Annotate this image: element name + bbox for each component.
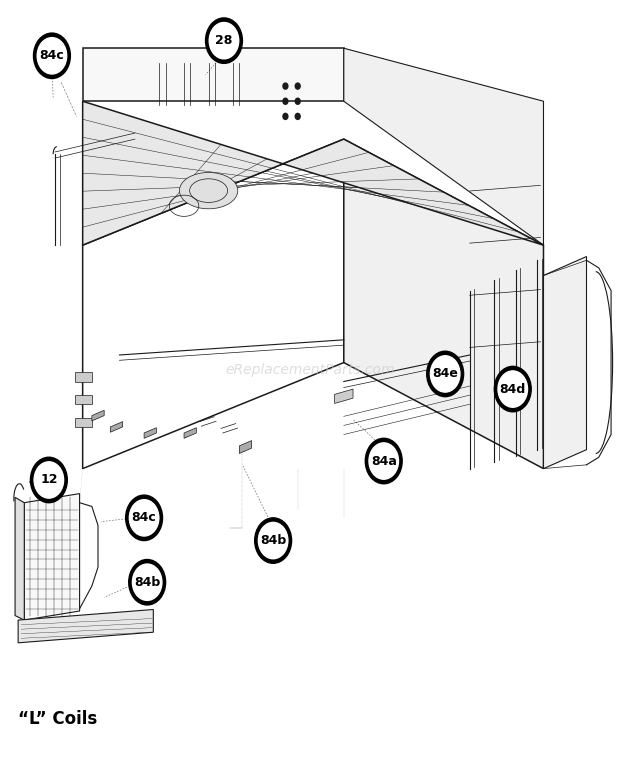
- Polygon shape: [239, 440, 252, 453]
- Text: 12: 12: [40, 474, 58, 487]
- Circle shape: [295, 83, 300, 89]
- Bar: [75, 372, 92, 382]
- Polygon shape: [144, 428, 156, 438]
- Polygon shape: [344, 48, 544, 245]
- Circle shape: [130, 500, 159, 536]
- Circle shape: [295, 114, 300, 120]
- Bar: [75, 395, 92, 404]
- Text: 84b: 84b: [134, 576, 161, 589]
- Circle shape: [33, 33, 70, 79]
- Polygon shape: [82, 139, 344, 468]
- Circle shape: [129, 559, 166, 605]
- Text: 84c: 84c: [40, 50, 64, 63]
- Circle shape: [34, 462, 64, 498]
- Polygon shape: [15, 497, 24, 620]
- Bar: [75, 418, 92, 427]
- Text: 84d: 84d: [500, 382, 526, 395]
- Circle shape: [427, 351, 464, 397]
- Circle shape: [283, 114, 288, 120]
- Polygon shape: [344, 139, 544, 468]
- Polygon shape: [335, 389, 353, 404]
- Circle shape: [365, 438, 402, 484]
- Text: “L” Coils: “L” Coils: [18, 710, 97, 728]
- Polygon shape: [18, 610, 153, 642]
- Text: 84b: 84b: [260, 534, 286, 547]
- Polygon shape: [544, 256, 587, 468]
- Text: eReplacementParts.com: eReplacementParts.com: [225, 363, 395, 377]
- Polygon shape: [82, 48, 344, 101]
- Text: 84c: 84c: [131, 511, 156, 524]
- Polygon shape: [82, 101, 544, 245]
- Circle shape: [206, 18, 242, 63]
- Circle shape: [30, 457, 68, 503]
- Ellipse shape: [179, 172, 238, 209]
- Circle shape: [259, 523, 288, 559]
- Circle shape: [209, 22, 239, 59]
- Circle shape: [255, 518, 291, 563]
- Circle shape: [133, 564, 162, 600]
- Circle shape: [37, 37, 67, 74]
- Polygon shape: [92, 410, 104, 421]
- Text: 28: 28: [215, 34, 232, 47]
- Polygon shape: [184, 428, 197, 438]
- Circle shape: [295, 98, 300, 105]
- Circle shape: [283, 98, 288, 105]
- Circle shape: [126, 495, 162, 540]
- Circle shape: [494, 366, 531, 412]
- Circle shape: [430, 356, 460, 392]
- Text: 84a: 84a: [371, 455, 397, 468]
- Text: 84e: 84e: [432, 368, 458, 381]
- Circle shape: [369, 443, 399, 479]
- Polygon shape: [110, 422, 123, 433]
- Circle shape: [498, 371, 528, 407]
- Circle shape: [283, 83, 288, 89]
- Polygon shape: [24, 494, 79, 620]
